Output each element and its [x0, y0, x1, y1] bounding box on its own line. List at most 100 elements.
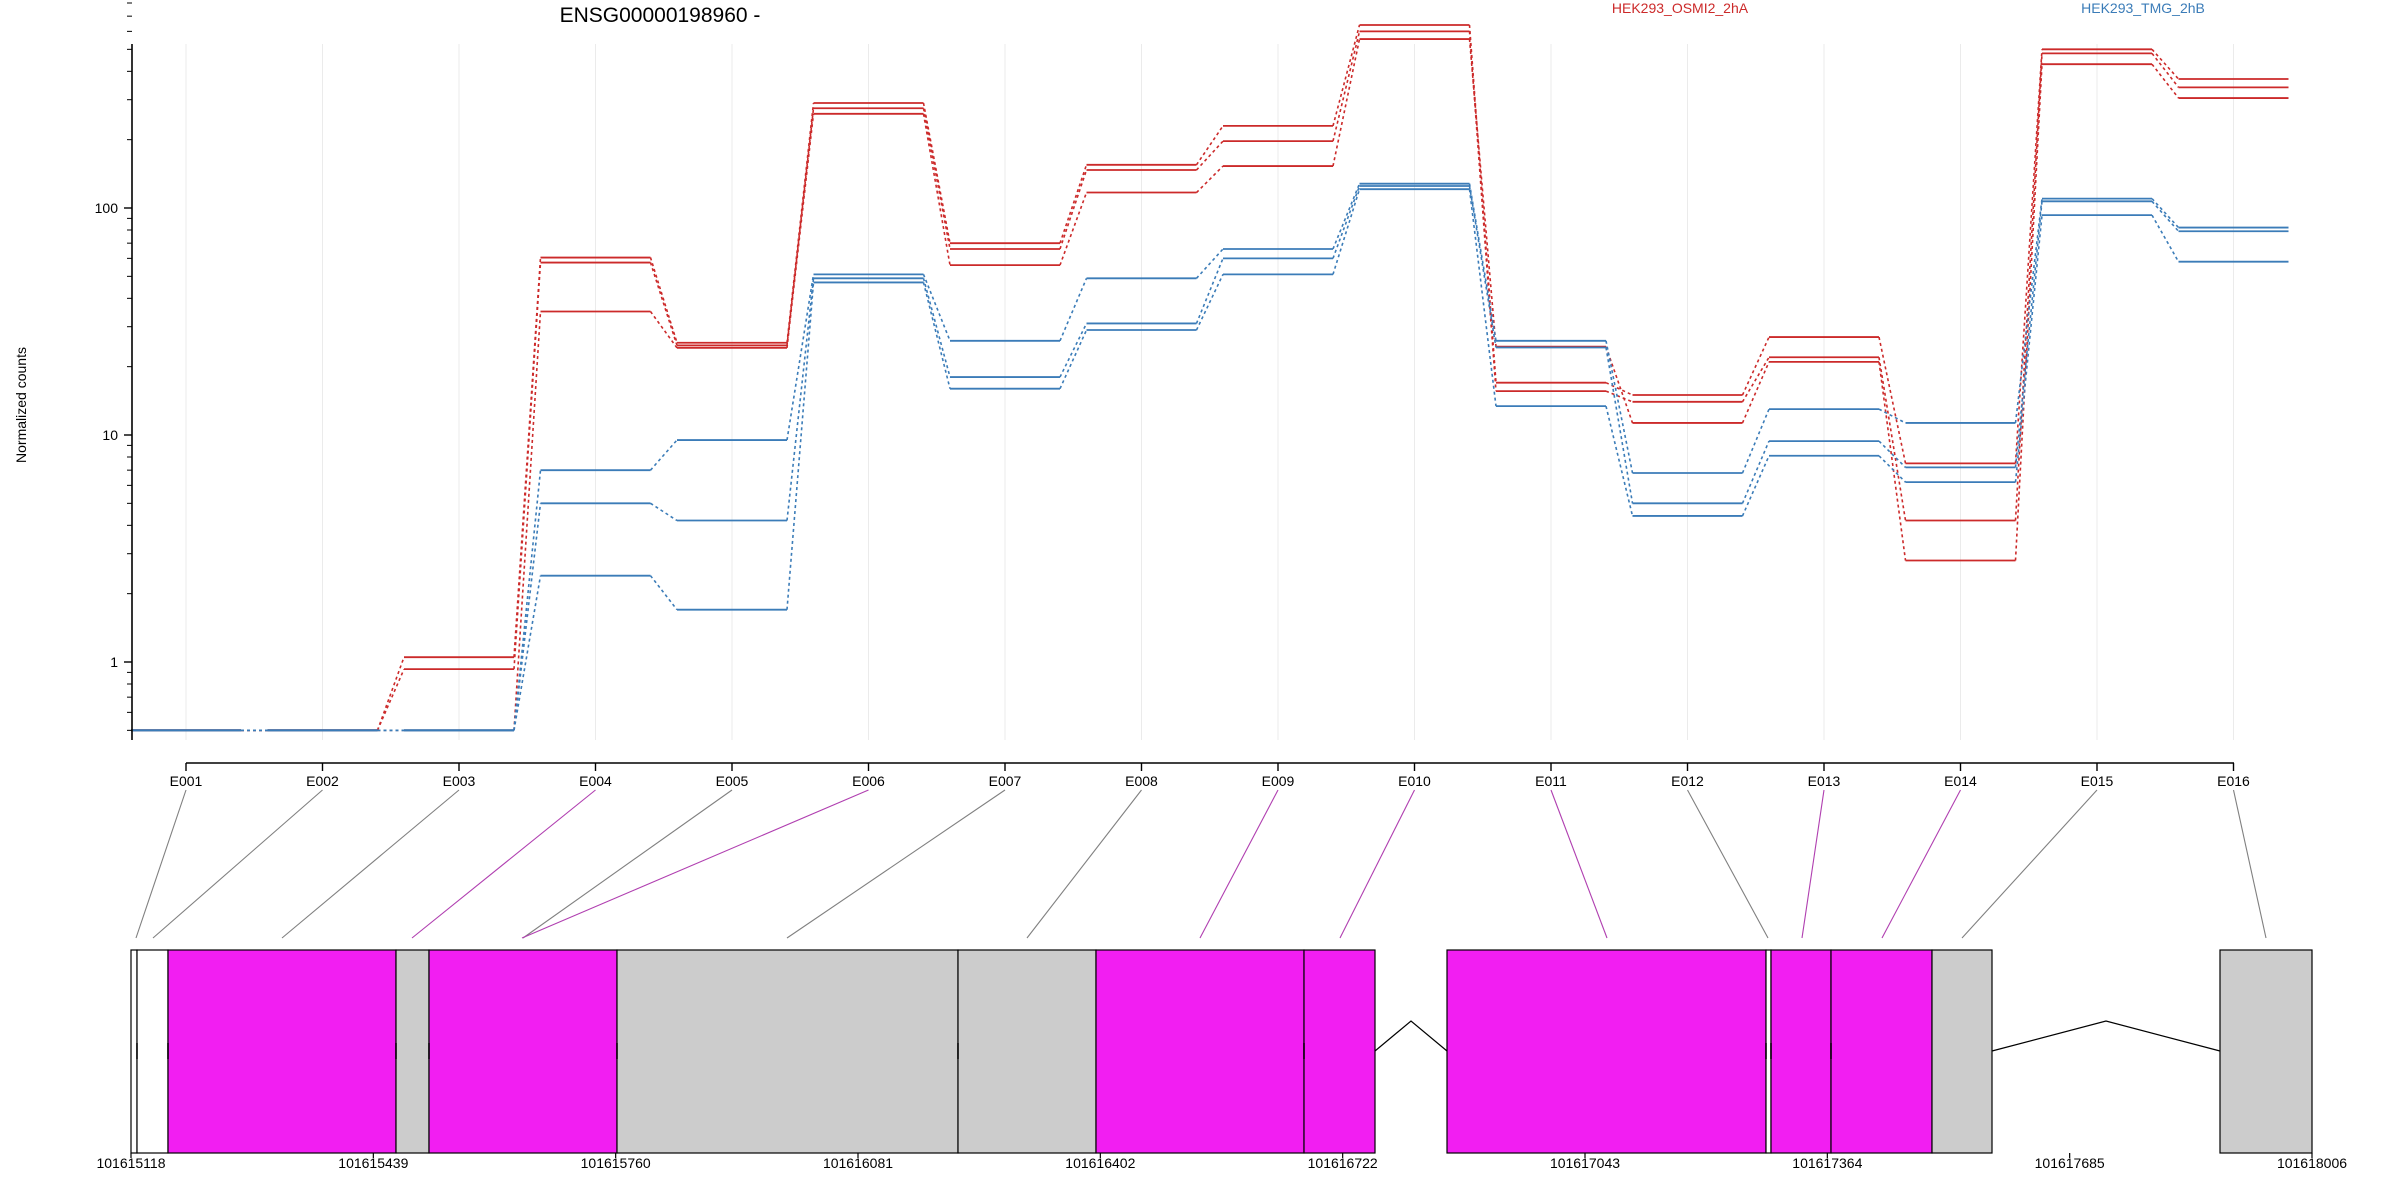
series-5-connector-10 [1468, 189, 1497, 407]
x-tick-label-e001: E001 [170, 773, 203, 789]
series-3-connector-11 [1605, 340, 1634, 474]
intron-line-1 [1374, 1020, 1448, 1052]
exon-box-e002 [136, 949, 169, 1154]
exon-box-e004 [395, 949, 430, 1154]
exon-box-e010 [1446, 949, 1767, 1154]
series-1-connector-2 [376, 668, 405, 731]
y-tick-label-100: 100 [95, 200, 119, 216]
genomic-coordinate-ticks: 101615118 101615439 101615760 101616081 1016… [96, 1153, 2347, 1171]
series-2-connector-14 [2014, 64, 2043, 561]
series-5-connector-4 [649, 575, 678, 611]
x-tick-label-e016: E016 [2217, 773, 2250, 789]
series-3-connector-8 [1195, 248, 1224, 279]
connector-line-e011 [1550, 789, 1608, 939]
series-4-connector-4 [650, 502, 678, 522]
series-4-connector-15 [2151, 200, 2180, 232]
exon-box-e003 [167, 949, 397, 1154]
series-3-connector-7 [1059, 278, 1088, 342]
series-4-connector-5 [786, 278, 815, 521]
exon-box-e008 [1095, 949, 1305, 1154]
series-5-connector-6 [922, 282, 951, 389]
series-1-connector-10 [1468, 31, 1497, 392]
series-2-connector-3 [513, 311, 542, 731]
y-axis-ticks: 1 10 100 [95, 2, 132, 731]
coordinate-tick-label-1: 101615439 [338, 1155, 408, 1171]
series-5-connector-13 [1878, 455, 1907, 483]
y-axis-label: Normalized counts [13, 347, 29, 463]
series-0-connector-8 [1195, 125, 1224, 166]
series-4-connector-9 [1332, 185, 1361, 259]
coordinate-tick-label-7: 101617364 [1792, 1155, 1862, 1171]
x-tick-label-e014: E014 [1944, 773, 1977, 789]
connector-line-e006 [521, 789, 869, 939]
coordinate-tick-label-9: 101618006 [2277, 1155, 2347, 1171]
connector-line-e009 [1199, 789, 1279, 939]
connector-line-e013 [1801, 789, 1825, 939]
series-3-connector-15 [2151, 198, 2180, 229]
coordinate-tick-label-6: 101617043 [1550, 1155, 1620, 1171]
series-1-connector-12 [1741, 356, 1770, 403]
coordinate-tick-label-0: 101615118 [96, 1155, 165, 1171]
y-tick-label-10: 10 [102, 427, 118, 443]
y-tick-label-1: 1 [110, 654, 118, 670]
series-4-connector-12 [1741, 440, 1770, 504]
x-tick-label-e010: E010 [1398, 773, 1431, 789]
series-2-connector-4 [649, 311, 678, 349]
series-4-connector-13 [1878, 440, 1907, 468]
series-5-connector-11 [1605, 405, 1634, 517]
series-3-connector-13 [1878, 408, 1906, 424]
series-1-connector-8 [1195, 140, 1224, 171]
x-tick-label-e009: E009 [1262, 773, 1295, 789]
series-1-connector-11 [1605, 390, 1633, 403]
series-3-connector-5 [786, 274, 815, 441]
series-3-connector-14 [2014, 198, 2043, 424]
connector-line-e008 [1026, 789, 1142, 939]
series-0-connector-12 [1741, 336, 1770, 396]
series-0-connector-15 [2151, 48, 2180, 80]
legend-entry-osmi2: HEK293_OSMI2_2hA [1612, 0, 1749, 16]
connector-line-e005 [522, 789, 733, 939]
series-5-connector-12 [1741, 455, 1770, 517]
x-tick-label-e007: E007 [989, 773, 1022, 789]
x-tick-label-e005: E005 [716, 773, 749, 789]
exon-box-e001 [130, 949, 138, 1154]
connector-line-e012 [1687, 789, 1769, 939]
connector-line-e015 [1961, 789, 2098, 939]
series-0-connector-11 [1605, 381, 1633, 396]
series-4-connector-7 [1059, 323, 1088, 378]
series-2-connector-12 [1741, 361, 1770, 424]
exon-connector-lines [135, 789, 2267, 939]
x-tick-label-e004: E004 [579, 773, 612, 789]
series-1-connector-3 [513, 262, 542, 670]
x-tick-label-e011: E011 [1535, 773, 1567, 789]
exon-box-e016 [2219, 949, 2313, 1154]
connector-line-e014 [1881, 789, 1961, 939]
connector-line-e001 [135, 789, 187, 939]
series-1-connector-7 [1059, 169, 1088, 250]
coordinate-tick-label-2: 101615760 [581, 1155, 651, 1171]
series-0-connector-7 [1059, 164, 1088, 244]
x-tick-label-e012: E012 [1671, 773, 1704, 789]
series-5-connector-3 [513, 575, 542, 731]
connector-line-e002 [152, 789, 323, 939]
x-tick-label-e003: E003 [443, 773, 476, 789]
series-0-connector-4 [649, 257, 678, 343]
connector-line-e010 [1339, 789, 1415, 939]
series-1-connector-4 [649, 262, 678, 346]
exon-box-e005 [428, 949, 618, 1154]
series-5-connector-15 [2151, 214, 2180, 263]
coordinate-tick-label-4: 101616402 [1065, 1155, 1135, 1171]
connector-line-e004 [411, 789, 596, 939]
legend-entry-tmg: HEK293_TMG_2hB [2081, 0, 2205, 16]
chart-title: ENSG00000198960 - [560, 4, 761, 27]
series-1-connector-15 [2151, 52, 2180, 88]
series-2-connector-9 [1332, 38, 1361, 167]
series-4-connector-11 [1605, 347, 1634, 504]
coordinate-tick-label-3: 101616081 [823, 1155, 893, 1171]
series-4-connector-3 [513, 503, 542, 731]
series-2-connector-15 [2151, 63, 2180, 99]
intron-line-2 [1991, 1020, 2221, 1052]
exon-box-e009 [1303, 949, 1376, 1154]
x-tick-label-e006: E006 [852, 773, 885, 789]
